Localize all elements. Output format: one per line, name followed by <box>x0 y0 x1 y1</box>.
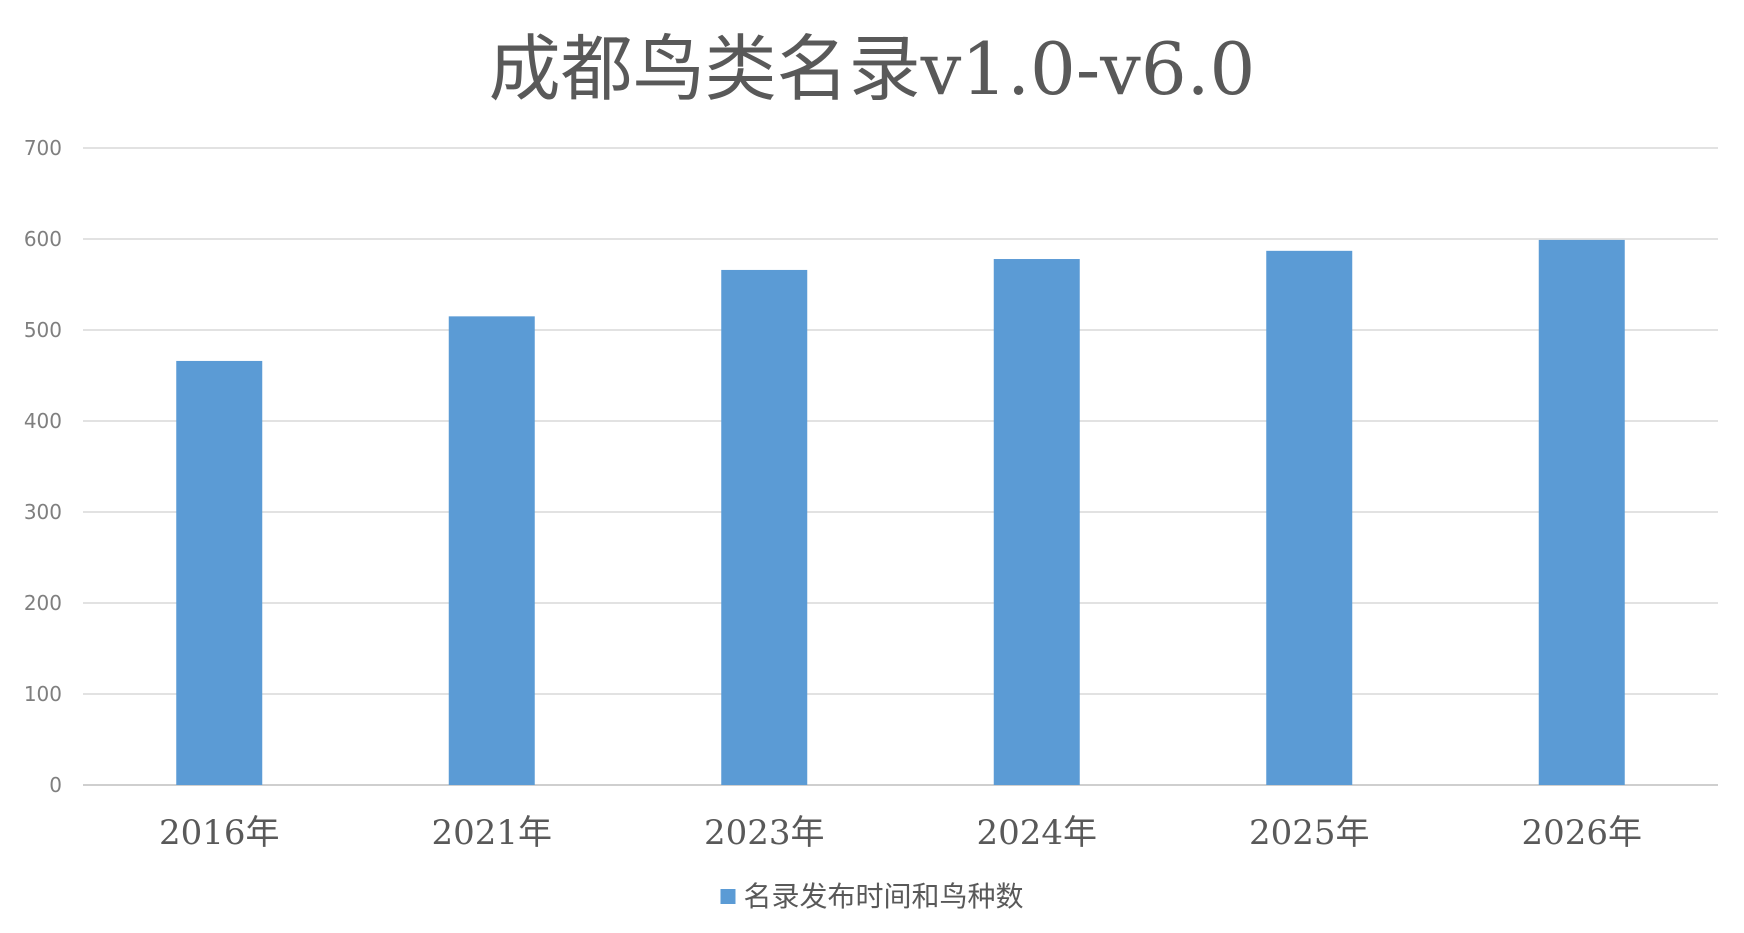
bar <box>721 269 808 785</box>
x-tick-label: 2023年 <box>704 813 825 853</box>
x-tick-label: 2025年 <box>1249 813 1370 853</box>
bar <box>1266 250 1353 785</box>
y-tick-label: 200 <box>24 591 62 615</box>
x-tick-label: 2024年 <box>976 813 1097 853</box>
x-tick-label: 2016年 <box>159 813 280 853</box>
x-tick-label: 2021年 <box>431 813 552 853</box>
y-tick-label: 700 <box>24 136 62 160</box>
x-axis-tick-labels: 2016年 2021年 2023年 2024年 2025年 2026年 <box>159 813 1642 853</box>
bars <box>176 239 1625 785</box>
bar <box>1538 239 1625 785</box>
y-tick-label: 500 <box>24 318 62 342</box>
y-tick-label: 0 <box>49 773 62 797</box>
chart-title: 成都鸟类名录v1.0-v6.0 <box>489 27 1256 111</box>
y-tick-label: 100 <box>24 682 62 706</box>
gridlines <box>83 147 1718 786</box>
y-tick-label: 300 <box>24 500 62 524</box>
y-axis-tick-labels: 0 100 200 300 400 500 600 700 <box>24 136 62 797</box>
legend: 名录发布时间和鸟种数 <box>720 880 1024 913</box>
bar <box>176 360 263 785</box>
x-tick-label: 2026年 <box>1521 813 1642 853</box>
bar <box>993 259 1080 785</box>
y-tick-label: 400 <box>24 409 62 433</box>
legend-swatch <box>720 889 736 904</box>
legend-label: 名录发布时间和鸟种数 <box>743 880 1023 913</box>
y-tick-label: 600 <box>24 227 62 251</box>
bar <box>448 316 535 785</box>
